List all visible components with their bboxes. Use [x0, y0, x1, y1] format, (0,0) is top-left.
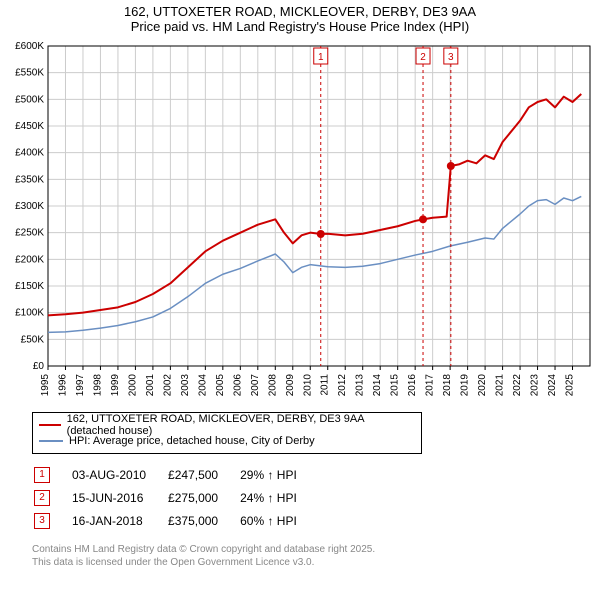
sale-delta: 60% ↑ HPI — [240, 510, 317, 531]
svg-text:2025: 2025 — [565, 374, 576, 397]
svg-text:£250K: £250K — [15, 228, 44, 239]
svg-text:£500K: £500K — [15, 94, 44, 105]
svg-text:2000: 2000 — [127, 374, 138, 397]
svg-text:2009: 2009 — [285, 374, 296, 397]
sales-table: 1 03-AUG-2010£247,50029% ↑ HPI 2 15-JUN-201… — [32, 462, 319, 533]
svg-text:2006: 2006 — [232, 374, 243, 397]
svg-text:2012: 2012 — [337, 374, 348, 397]
chart-plot: £0 £50K £100K £150K £200K £250K £300K £350K £400… — [0, 36, 600, 406]
sale-marker-chip: 1 — [34, 467, 50, 483]
svg-text:2005: 2005 — [215, 374, 226, 397]
svg-text:1999: 1999 — [110, 374, 121, 397]
svg-text:2: 2 — [420, 52, 426, 63]
sale-price: £275,000 — [168, 487, 238, 508]
svg-text:2020: 2020 — [477, 374, 488, 397]
legend-item-price-paid: 162, UTTOXETER ROAD, MICKLEOVER, DERBY, … — [39, 417, 415, 433]
legend-swatch-price-paid — [39, 424, 61, 426]
footer-attribution: Contains HM Land Registry data © Crown c… — [32, 543, 600, 569]
sale-date: 16-JAN-2018 — [72, 510, 166, 531]
svg-text:2019: 2019 — [460, 374, 471, 397]
sale-delta: 24% ↑ HPI — [240, 487, 317, 508]
footer-line-1: Contains HM Land Registry data © Crown c… — [32, 543, 600, 556]
sale-marker-chip: 2 — [34, 490, 50, 506]
svg-text:1997: 1997 — [75, 374, 86, 397]
chart-title-subtitle: Price paid vs. HM Land Registry's House … — [0, 19, 600, 34]
svg-text:2015: 2015 — [390, 374, 401, 397]
chart-title-address: 162, UTTOXETER ROAD, MICKLEOVER, DERBY, … — [0, 4, 600, 19]
sale-delta: 29% ↑ HPI — [240, 464, 317, 485]
sale-marker-chip: 3 — [34, 513, 50, 529]
svg-text:£100K: £100K — [15, 308, 44, 319]
svg-text:2024: 2024 — [547, 374, 558, 397]
sales-table-row: 2 15-JUN-2016£275,00024% ↑ HPI — [34, 487, 317, 508]
legend-label-price-paid: 162, UTTOXETER ROAD, MICKLEOVER, DERBY, … — [67, 413, 415, 437]
svg-text:2023: 2023 — [530, 374, 541, 397]
svg-text:£550K: £550K — [15, 68, 44, 79]
svg-text:2017: 2017 — [425, 374, 436, 397]
svg-text:2007: 2007 — [250, 374, 261, 397]
svg-text:2018: 2018 — [442, 374, 453, 397]
sales-table-row: 3 16-JAN-2018£375,00060% ↑ HPI — [34, 510, 317, 531]
svg-text:£600K: £600K — [15, 41, 44, 52]
legend-swatch-hpi — [39, 440, 63, 442]
svg-text:3: 3 — [448, 52, 454, 63]
svg-text:1: 1 — [318, 52, 324, 63]
svg-text:1998: 1998 — [92, 374, 103, 397]
svg-text:2016: 2016 — [407, 374, 418, 397]
chart-legend: 162, UTTOXETER ROAD, MICKLEOVER, DERBY, … — [32, 412, 422, 454]
footer-line-2: This data is licensed under the Open Gov… — [32, 556, 600, 569]
sale-date: 15-JUN-2016 — [72, 487, 166, 508]
svg-text:£350K: £350K — [15, 174, 44, 185]
svg-text:£200K: £200K — [15, 254, 44, 265]
svg-text:2010: 2010 — [302, 374, 313, 397]
svg-text:2003: 2003 — [180, 374, 191, 397]
svg-text:£50K: £50K — [21, 334, 45, 345]
svg-text:£0: £0 — [33, 361, 45, 372]
svg-text:2021: 2021 — [495, 374, 506, 397]
svg-text:£150K: £150K — [15, 281, 44, 292]
svg-text:£300K: £300K — [15, 201, 44, 212]
svg-text:2004: 2004 — [197, 374, 208, 397]
svg-text:2011: 2011 — [320, 374, 331, 396]
svg-text:2008: 2008 — [267, 374, 278, 397]
svg-text:1996: 1996 — [57, 374, 68, 397]
svg-text:2001: 2001 — [145, 374, 156, 397]
svg-text:£400K: £400K — [15, 148, 44, 159]
svg-text:2014: 2014 — [372, 374, 383, 397]
svg-text:2013: 2013 — [355, 374, 366, 397]
sale-date: 03-AUG-2010 — [72, 464, 166, 485]
svg-text:2022: 2022 — [512, 374, 523, 397]
chart-titles: 162, UTTOXETER ROAD, MICKLEOVER, DERBY, … — [0, 0, 600, 36]
sales-table-row: 1 03-AUG-2010£247,50029% ↑ HPI — [34, 464, 317, 485]
svg-text:1995: 1995 — [40, 374, 51, 397]
svg-text:£450K: £450K — [15, 121, 44, 132]
sale-price: £375,000 — [168, 510, 238, 531]
svg-text:2002: 2002 — [162, 374, 173, 397]
sale-price: £247,500 — [168, 464, 238, 485]
legend-label-hpi: HPI: Average price, detached house, City… — [69, 435, 315, 447]
